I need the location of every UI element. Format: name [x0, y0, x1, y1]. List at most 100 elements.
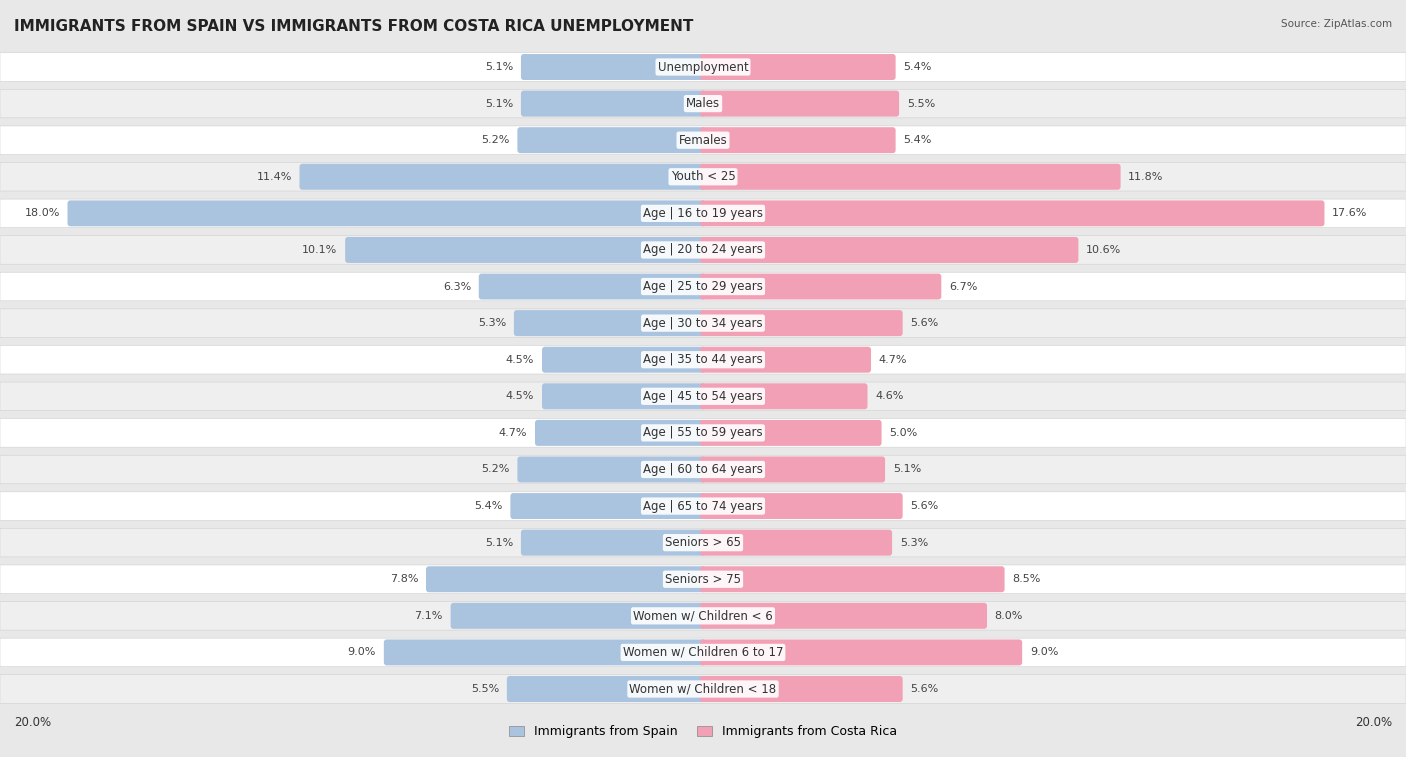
- Text: Age | 55 to 59 years: Age | 55 to 59 years: [643, 426, 763, 439]
- FancyBboxPatch shape: [515, 310, 706, 336]
- FancyBboxPatch shape: [700, 383, 868, 410]
- Text: 5.5%: 5.5%: [471, 684, 499, 694]
- Text: 7.8%: 7.8%: [389, 575, 419, 584]
- Text: IMMIGRANTS FROM SPAIN VS IMMIGRANTS FROM COSTA RICA UNEMPLOYMENT: IMMIGRANTS FROM SPAIN VS IMMIGRANTS FROM…: [14, 19, 693, 34]
- Legend: Immigrants from Spain, Immigrants from Costa Rica: Immigrants from Spain, Immigrants from C…: [505, 720, 901, 743]
- Text: 5.6%: 5.6%: [911, 501, 939, 511]
- FancyBboxPatch shape: [0, 419, 1406, 447]
- Text: Women w/ Children 6 to 17: Women w/ Children 6 to 17: [623, 646, 783, 659]
- FancyBboxPatch shape: [67, 201, 706, 226]
- Text: 5.2%: 5.2%: [481, 465, 510, 475]
- Text: 18.0%: 18.0%: [24, 208, 59, 218]
- Text: 5.3%: 5.3%: [478, 318, 506, 328]
- Text: 9.0%: 9.0%: [1029, 647, 1059, 657]
- FancyBboxPatch shape: [700, 676, 903, 702]
- Text: 5.5%: 5.5%: [907, 98, 935, 108]
- FancyBboxPatch shape: [700, 603, 987, 629]
- FancyBboxPatch shape: [299, 164, 706, 190]
- FancyBboxPatch shape: [384, 640, 706, 665]
- Text: Women w/ Children < 6: Women w/ Children < 6: [633, 609, 773, 622]
- Text: 5.1%: 5.1%: [485, 537, 513, 547]
- FancyBboxPatch shape: [520, 91, 706, 117]
- FancyBboxPatch shape: [517, 456, 706, 482]
- FancyBboxPatch shape: [0, 638, 1406, 667]
- FancyBboxPatch shape: [700, 201, 1324, 226]
- FancyBboxPatch shape: [0, 455, 1406, 484]
- FancyBboxPatch shape: [0, 565, 1406, 593]
- FancyBboxPatch shape: [0, 602, 1406, 630]
- Text: Age | 20 to 24 years: Age | 20 to 24 years: [643, 244, 763, 257]
- Text: Unemployment: Unemployment: [658, 61, 748, 73]
- FancyBboxPatch shape: [426, 566, 706, 592]
- FancyBboxPatch shape: [0, 382, 1406, 410]
- FancyBboxPatch shape: [508, 676, 706, 702]
- Text: 5.1%: 5.1%: [485, 98, 513, 108]
- FancyBboxPatch shape: [0, 345, 1406, 374]
- Text: 5.4%: 5.4%: [904, 136, 932, 145]
- Text: 6.3%: 6.3%: [443, 282, 471, 291]
- Text: 20.0%: 20.0%: [14, 716, 51, 730]
- Text: 4.6%: 4.6%: [875, 391, 904, 401]
- FancyBboxPatch shape: [0, 273, 1406, 301]
- FancyBboxPatch shape: [700, 493, 903, 519]
- Text: 8.5%: 8.5%: [1012, 575, 1040, 584]
- Text: 4.7%: 4.7%: [879, 355, 907, 365]
- FancyBboxPatch shape: [543, 383, 706, 410]
- Text: 10.1%: 10.1%: [302, 245, 337, 255]
- FancyBboxPatch shape: [517, 127, 706, 153]
- FancyBboxPatch shape: [0, 674, 1406, 703]
- Text: 5.2%: 5.2%: [481, 136, 510, 145]
- Text: 5.0%: 5.0%: [889, 428, 918, 438]
- Text: 9.0%: 9.0%: [347, 647, 375, 657]
- FancyBboxPatch shape: [700, 91, 900, 117]
- FancyBboxPatch shape: [700, 347, 872, 372]
- FancyBboxPatch shape: [700, 456, 886, 482]
- Text: Seniors > 75: Seniors > 75: [665, 573, 741, 586]
- Text: Age | 65 to 74 years: Age | 65 to 74 years: [643, 500, 763, 512]
- FancyBboxPatch shape: [451, 603, 706, 629]
- Text: Age | 35 to 44 years: Age | 35 to 44 years: [643, 354, 763, 366]
- Text: Seniors > 65: Seniors > 65: [665, 536, 741, 549]
- FancyBboxPatch shape: [0, 89, 1406, 118]
- Text: 11.8%: 11.8%: [1129, 172, 1164, 182]
- FancyBboxPatch shape: [700, 164, 1121, 190]
- Text: Males: Males: [686, 97, 720, 110]
- FancyBboxPatch shape: [700, 566, 1004, 592]
- FancyBboxPatch shape: [534, 420, 706, 446]
- FancyBboxPatch shape: [0, 163, 1406, 191]
- Text: 5.1%: 5.1%: [485, 62, 513, 72]
- Text: Age | 16 to 19 years: Age | 16 to 19 years: [643, 207, 763, 220]
- Text: 5.6%: 5.6%: [911, 684, 939, 694]
- Text: 17.6%: 17.6%: [1333, 208, 1368, 218]
- FancyBboxPatch shape: [700, 530, 893, 556]
- FancyBboxPatch shape: [479, 273, 706, 300]
- Text: 8.0%: 8.0%: [995, 611, 1024, 621]
- FancyBboxPatch shape: [0, 309, 1406, 338]
- Text: Age | 25 to 29 years: Age | 25 to 29 years: [643, 280, 763, 293]
- Text: 11.4%: 11.4%: [256, 172, 292, 182]
- FancyBboxPatch shape: [0, 492, 1406, 520]
- Text: 5.3%: 5.3%: [900, 537, 928, 547]
- Text: Females: Females: [679, 134, 727, 147]
- FancyBboxPatch shape: [0, 235, 1406, 264]
- Text: 5.4%: 5.4%: [904, 62, 932, 72]
- FancyBboxPatch shape: [700, 54, 896, 80]
- Text: Source: ZipAtlas.com: Source: ZipAtlas.com: [1281, 19, 1392, 29]
- Text: 5.1%: 5.1%: [893, 465, 921, 475]
- Text: 5.4%: 5.4%: [474, 501, 503, 511]
- Text: 4.5%: 4.5%: [506, 391, 534, 401]
- Text: Age | 45 to 54 years: Age | 45 to 54 years: [643, 390, 763, 403]
- FancyBboxPatch shape: [700, 127, 896, 153]
- Text: 5.6%: 5.6%: [911, 318, 939, 328]
- FancyBboxPatch shape: [700, 310, 903, 336]
- Text: Women w/ Children < 18: Women w/ Children < 18: [630, 683, 776, 696]
- Text: Age | 60 to 64 years: Age | 60 to 64 years: [643, 463, 763, 476]
- Text: 7.1%: 7.1%: [415, 611, 443, 621]
- FancyBboxPatch shape: [543, 347, 706, 372]
- Text: 20.0%: 20.0%: [1355, 716, 1392, 730]
- FancyBboxPatch shape: [510, 493, 706, 519]
- FancyBboxPatch shape: [0, 53, 1406, 81]
- FancyBboxPatch shape: [700, 237, 1078, 263]
- Text: 4.7%: 4.7%: [499, 428, 527, 438]
- Text: 4.5%: 4.5%: [506, 355, 534, 365]
